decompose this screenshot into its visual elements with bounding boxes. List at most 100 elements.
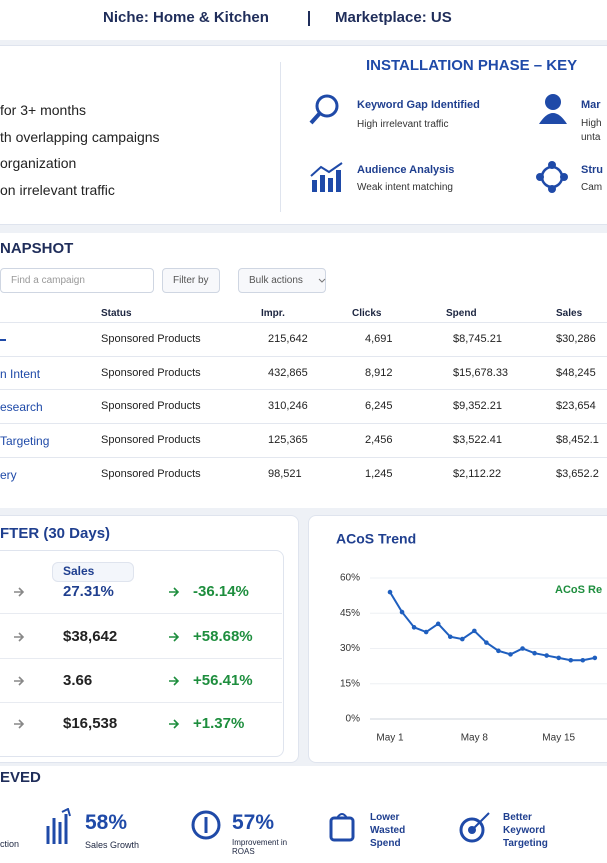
campaign-name: n Intent	[0, 366, 41, 381]
column-header: Status	[101, 308, 132, 319]
row-arrow	[14, 719, 25, 729]
point	[508, 652, 513, 657]
y-tick-label: 60%	[340, 573, 360, 584]
point	[556, 655, 561, 661]
metric-change: +56.41%	[193, 672, 253, 689]
item-title: Audience Analysis	[357, 164, 455, 176]
row-line	[0, 322, 607, 323]
row-line	[0, 456, 607, 458]
chevron	[318, 278, 326, 283]
acos-chart: ACoS Trend 0% 15% 30% 45% 60% May 1 May 8 May 1…	[336, 531, 607, 744]
table-cell: 98,521	[268, 467, 302, 480]
row-arrow	[14, 676, 25, 686]
stat-label: Improvement in ROAS	[232, 838, 288, 856]
column-header: Impr.	[261, 308, 285, 319]
divider	[280, 62, 281, 212]
column-header: Sales	[556, 308, 583, 319]
filter-button[interactable]: Filter by	[162, 268, 220, 293]
chart-title: ACoS Trend	[336, 531, 416, 547]
bag-icon	[329, 813, 355, 842]
trend-line	[389, 591, 596, 662]
point	[592, 655, 598, 661]
summary-card	[0, 45, 607, 225]
point	[447, 634, 453, 640]
table-cell: Sponsored Products	[101, 333, 201, 345]
table-cell: $9,352.21	[453, 400, 502, 413]
point	[411, 625, 417, 630]
point	[435, 621, 441, 627]
point	[423, 629, 429, 635]
item-desc: High irrelevant traffic	[357, 119, 449, 130]
table-cell: 8,912	[365, 366, 393, 379]
x-tick-label: May 15	[542, 733, 575, 744]
name-marker	[0, 339, 6, 341]
after-title: FTER (30 Days)	[0, 525, 111, 542]
marketplace: Marketplace: US	[335, 9, 452, 26]
change-arrow	[169, 676, 180, 686]
stat-label: Lower Wasted Spend	[370, 812, 406, 849]
achieved-title: EVED	[0, 769, 41, 786]
user-icon	[539, 94, 567, 124]
table-cell: 310,246	[268, 400, 308, 413]
table-cell: 215,642	[268, 333, 308, 345]
table-cell: Sponsored Products	[101, 400, 201, 413]
y-tick-label: 45%	[340, 608, 360, 619]
row-line	[0, 702, 282, 703]
metric-value: $38,642	[63, 628, 118, 645]
table-cell: 432,865	[268, 366, 308, 379]
table-cell: $2,112.22	[453, 467, 502, 480]
table-cell: $3,522.41	[453, 434, 502, 447]
installation-title: INSTALLATION PHASE – KEY	[366, 57, 578, 74]
item-desc: High unta	[581, 118, 602, 143]
snapshot-title: NAPSHOT	[0, 240, 74, 257]
issue: organization	[0, 155, 77, 171]
column-header: Spend	[446, 308, 477, 319]
table-cell: $8,745.21	[453, 333, 502, 345]
item-title: Stru	[581, 164, 603, 176]
target-icon	[459, 812, 490, 843]
change-arrow	[169, 587, 180, 597]
campaign-name: esearch	[0, 400, 43, 415]
table-cell: 1,245	[365, 467, 393, 480]
table-cell: $48,245	[556, 366, 596, 379]
table-cell: $3,652.2	[556, 467, 599, 480]
stat-value: 57%	[232, 811, 275, 834]
table-cell: $15,678.33	[453, 366, 509, 379]
point	[496, 648, 501, 654]
point	[387, 589, 393, 595]
row-line	[0, 658, 282, 659]
achieved-panel	[0, 766, 607, 863]
item-desc: Cam	[581, 182, 603, 193]
table-cell: 125,365	[268, 434, 308, 447]
item-title: Mar	[581, 99, 601, 111]
x-tick-label: May 1	[376, 733, 404, 744]
campaign-name: Targeting	[0, 434, 50, 449]
after-inner	[0, 550, 284, 757]
table-cell: Sponsored Products	[101, 434, 201, 447]
stat-value: 58%	[85, 811, 128, 834]
table-cell: Sponsored Products	[101, 467, 201, 480]
item-title: Keyword Gap Identified	[357, 99, 480, 111]
label-chip	[52, 562, 134, 582]
row-line	[0, 423, 607, 425]
row-arrow	[14, 587, 25, 597]
issues: for 3+ months th overlapping campaigns o…	[0, 97, 160, 203]
search-box[interactable]: Find a campaign	[0, 268, 154, 293]
metric-change: -36.14%	[193, 583, 249, 600]
table-cell: $8,452.1	[556, 434, 599, 447]
structure-icon	[536, 161, 568, 193]
legend-label: ACoS Re	[555, 584, 602, 596]
achieved-text: ction	[0, 839, 20, 849]
point	[472, 628, 477, 634]
growth-icon	[46, 808, 71, 844]
niche: Niche: Home & Kitchen	[103, 9, 269, 26]
metric-change: +1.37%	[193, 715, 245, 732]
change-arrow	[169, 719, 180, 729]
metric-value: 3.66	[63, 672, 93, 689]
row-line	[0, 389, 607, 391]
stat-label: Sales Growth	[85, 840, 140, 850]
point	[399, 609, 405, 615]
bulk-actions[interactable]: Bulk actions	[238, 268, 326, 293]
table-cell: 2,456	[365, 434, 393, 447]
